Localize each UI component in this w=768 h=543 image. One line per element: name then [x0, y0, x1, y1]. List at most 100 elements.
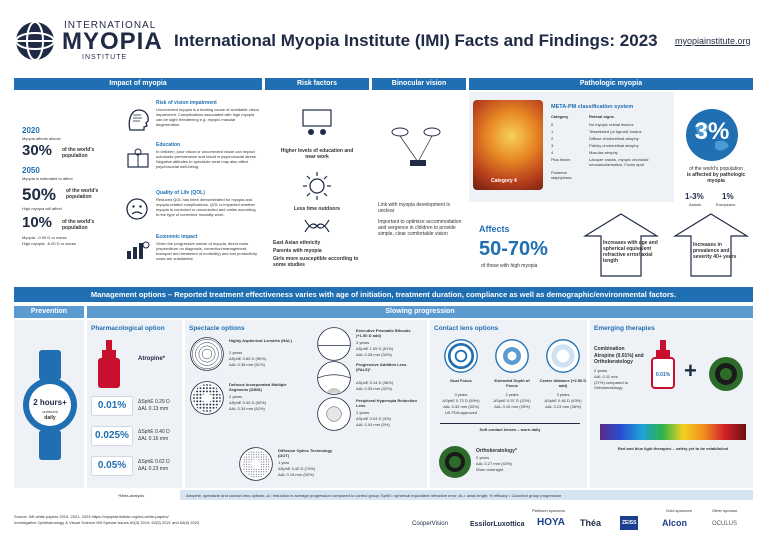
- sponsor-oculus: OCULUS: [712, 521, 738, 527]
- sponsor-alcon: Alcon: [662, 518, 688, 528]
- spectacle-sphe: ΔSphE 0.14 D (38%): [356, 380, 394, 385]
- contact-duration: 3 years: [556, 392, 570, 397]
- binocular-bullet: Link with myopia development is unclear: [378, 202, 450, 214]
- sad-face-icon: [126, 198, 148, 220]
- meta-row-category: Plus lesion: [551, 157, 571, 162]
- contact-al: ΔAL 0.23 mm (36%): [545, 404, 581, 409]
- contact-lens-icon: [545, 338, 581, 374]
- spectacle-al: ΔAL 0.35 mm (51%): [229, 362, 265, 367]
- risk-bullets: East Asian ethnicity Parents with myopia…: [273, 240, 367, 268]
- risk-outdoors: Less time outdoors: [293, 206, 341, 212]
- sun-icon: [303, 172, 331, 200]
- atropine-al: ΔAL 0.13 mm: [138, 406, 169, 412]
- website-link[interactable]: myopiainstitute.org: [675, 36, 751, 46]
- impact-item-text: Reduced QOL has been demonstrated for my…: [156, 197, 256, 217]
- atropine-al: ΔAL 0.16 mm: [138, 436, 169, 442]
- euro-val: 1%: [722, 192, 734, 201]
- impact-panel: 2020 Myopia affects almost 30% of the wo…: [14, 92, 262, 280]
- globe-logo-icon: [15, 21, 55, 61]
- sources-line2: Investigative Ophthalmology & Visual Sci…: [14, 520, 200, 525]
- binocular-band: Binocular vision: [372, 78, 466, 90]
- pct-50: 50%: [22, 185, 57, 204]
- spectacle-al: ΔAL 0.04 mm (5%): [356, 422, 390, 427]
- contact-sphe: ΔSphE 0.46 D (43%): [544, 398, 582, 403]
- spectacle-sphe: ΔSphE 1.05 D (51%): [356, 346, 394, 351]
- contact-al: ΔAL 0.15 mm (25%): [494, 404, 530, 409]
- watch-icon: [23, 350, 77, 460]
- meta-row-signs: Patchy chorioretinal atrophy: [589, 143, 639, 148]
- pathologic-band: Pathologic myopia: [469, 78, 753, 90]
- globe-pct: 3%: [694, 118, 730, 145]
- combo-l2: (27%) compared to Orthokeratology: [594, 380, 629, 390]
- atropine-dose-box: 0.01%: [91, 396, 133, 416]
- sponsor-zeiss: ZEISS: [620, 516, 639, 530]
- spectacle-head: Spectacle options: [189, 325, 245, 332]
- spectacle-lens-icon: [316, 396, 352, 432]
- pct-30-label: of the world's population: [62, 147, 95, 159]
- contact-lens-icon: [443, 338, 479, 374]
- gold-label: Gold sponsors: [666, 508, 692, 513]
- pathologic-panel: Category 4 META-PM classification system…: [469, 92, 753, 280]
- meta-row-signs: Macular atrophy: [589, 150, 618, 155]
- atropine-al: ΔAL 0.23 mm: [138, 466, 169, 472]
- risk-bullet: Girls more susceptible according to some…: [273, 256, 359, 268]
- asian-label: Asians: [689, 202, 702, 207]
- risk-bullet: East Asian ethnicity: [273, 240, 321, 246]
- spectacle-name: Highly Aspherical Lenslets (HAL): [229, 338, 292, 343]
- logo-line1: INTERNATIONAL: [64, 20, 157, 31]
- plus-sign: +: [684, 358, 697, 383]
- binocular-bullets: Link with myopia development is unclear …: [378, 202, 462, 237]
- spectacle-name: Executive Prismatic Bifocals (+1.50 D ad…: [356, 328, 411, 338]
- spectacle-sphe: ΔSphE 0.40 D (74%): [278, 466, 316, 471]
- meta-row-category: 1: [551, 129, 554, 134]
- binocular-panel: Link with myopia development is unclear …: [372, 92, 466, 280]
- spectacle-sphe: ΔSphE 0.80 D (55%): [229, 356, 267, 361]
- prevention-band: Prevention: [14, 306, 84, 318]
- atropine-bottle-icon: [651, 340, 675, 389]
- globe-3pct-icon: [686, 109, 738, 161]
- contact-note: US FDA approved: [444, 410, 478, 415]
- impact-item-text: Uncorrected myopia is a leading cause of…: [156, 107, 259, 127]
- emerging-head: Emerging therapies: [594, 325, 655, 332]
- up-arrow-icon: [582, 213, 660, 277]
- pct-50-label: of the world's population: [66, 188, 99, 200]
- contact-sphe: ΔSphE 0.37 D (32%): [493, 398, 531, 403]
- asian-val: 1-3%: [685, 192, 704, 201]
- meta-row-category: 3: [551, 143, 554, 148]
- ortho-l2: Worn overnight: [476, 467, 504, 472]
- watch-outdoors: outdoors: [42, 409, 58, 414]
- affects-pct: 50-70%: [479, 238, 548, 260]
- legend-myopia: Myopia: -0.50 D or worse: [22, 235, 67, 240]
- emerging-panel: [590, 320, 753, 488]
- year-2050: 2050: [22, 166, 40, 175]
- contact-lens-icon: [494, 338, 530, 374]
- ortho-combo-lens-icon: [709, 357, 743, 391]
- spectacle-duration: 3 years: [356, 340, 370, 345]
- meta-analysis-note: *Meta-analysis: [118, 493, 145, 498]
- risk-bullet: Parents with myopia: [273, 248, 322, 254]
- spectacle-lens-icon: [238, 446, 274, 482]
- impact-item-text: In children, poor vision or uncorrected …: [156, 149, 257, 169]
- fundus-image: [473, 100, 543, 190]
- combo-title: Combination: [594, 346, 625, 352]
- spectacle-lens-icon: [316, 360, 352, 396]
- contact-al: ΔAL 0.32 mm (52%): [443, 404, 479, 409]
- sponsor-thea: Théa: [580, 518, 602, 528]
- meta-row-category: 2: [551, 136, 554, 141]
- year-2020: 2020: [22, 126, 40, 135]
- legend-high-myopia: High myopia: -6.00 D or worse: [22, 241, 77, 246]
- contact-sphe: ΔSphE 0.73 D (59%): [442, 398, 480, 403]
- spectacle-sphe: ΔSphE 0.44 D (52%): [229, 400, 267, 405]
- spectacle-al: ΔAL 0.05 mm (32%): [356, 386, 392, 391]
- spectacle-duration: 2 years: [229, 394, 243, 399]
- globe-text1: of the world's population: [689, 166, 743, 172]
- meta-row-category: Posterior staphyloma: [551, 170, 572, 180]
- spectacle-al: ΔAL 0.28 mm (34%): [356, 352, 392, 357]
- pct-10-label: of the world's population: [62, 219, 95, 231]
- spectacle-duration: 2 years: [356, 410, 370, 415]
- combo-l1: ΔAL 0.11 mm: [594, 374, 618, 379]
- binocular-bullet: Important to optimize accommodation and …: [378, 219, 462, 237]
- logo-line2: MYOPIA: [62, 28, 163, 55]
- page-title: International Myopia Institute (IMI) Fac…: [174, 31, 658, 50]
- pct-10: 10%: [22, 214, 53, 231]
